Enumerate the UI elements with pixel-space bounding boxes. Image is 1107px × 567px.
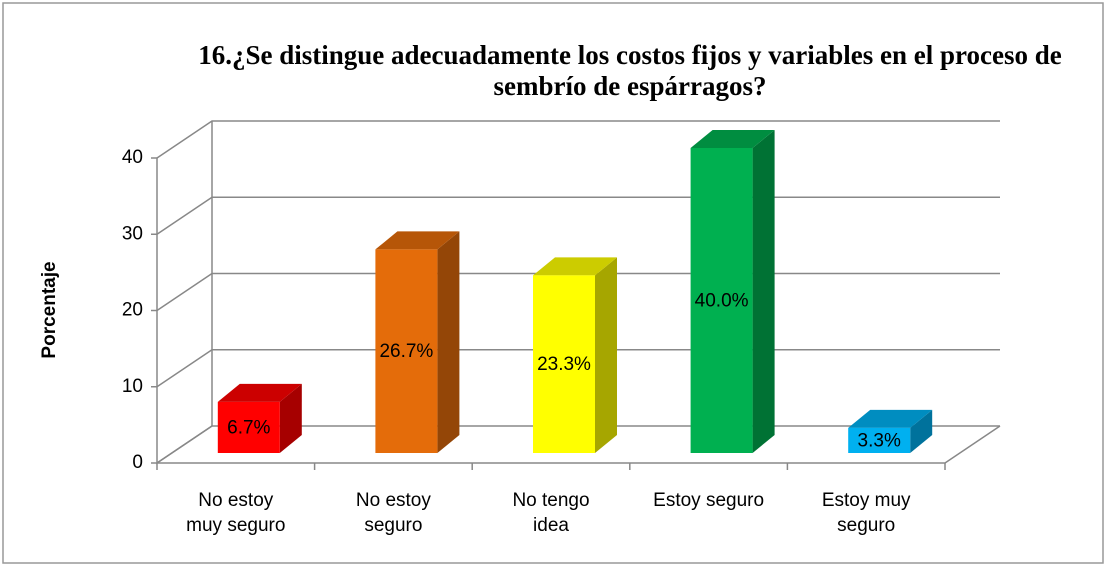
bar: [848, 427, 911, 453]
bar: [690, 148, 753, 453]
bar-top: [848, 409, 933, 428]
bar: [217, 401, 280, 453]
value-label: 26.7%: [379, 341, 433, 362]
bar-top: [690, 130, 775, 148]
value-label: 23.3%: [537, 354, 591, 375]
y-tick-label: 10: [122, 376, 143, 397]
bar-side: [752, 130, 775, 453]
value-label: 6.7%: [227, 417, 270, 438]
grid-line: [156, 196, 1000, 235]
bar-side: [910, 409, 933, 453]
bar-side: [437, 231, 460, 453]
y-tick-label: 20: [122, 300, 143, 321]
x-tick-label: Estoy seguro: [653, 490, 765, 511]
x-tick-label: Estoy muy seguro: [821, 490, 911, 536]
y-tick-label: 30: [122, 223, 143, 244]
bar-side: [595, 257, 617, 453]
bar-side: [279, 383, 302, 453]
value-label: 3.3%: [858, 430, 901, 451]
y-axis-label: Porcentaje: [39, 261, 60, 358]
value-label: 40.0%: [695, 291, 749, 312]
x-tick-label: No tengo idea: [512, 490, 590, 536]
bar: [375, 249, 438, 453]
grid-line: [156, 120, 1000, 159]
chart-title: 16.¿Se distingue adecuadamente los costo…: [198, 40, 1062, 101]
y-tick-label: 0: [132, 452, 143, 473]
bar-top: [217, 383, 302, 402]
x-tick-label: No estoy muy seguro: [186, 490, 286, 536]
bar-top: [533, 257, 617, 276]
y-tick-label: 40: [122, 147, 143, 168]
bar: [533, 275, 595, 453]
x-tick-label: No estoy seguro: [355, 490, 431, 536]
bar-top: [375, 231, 460, 250]
